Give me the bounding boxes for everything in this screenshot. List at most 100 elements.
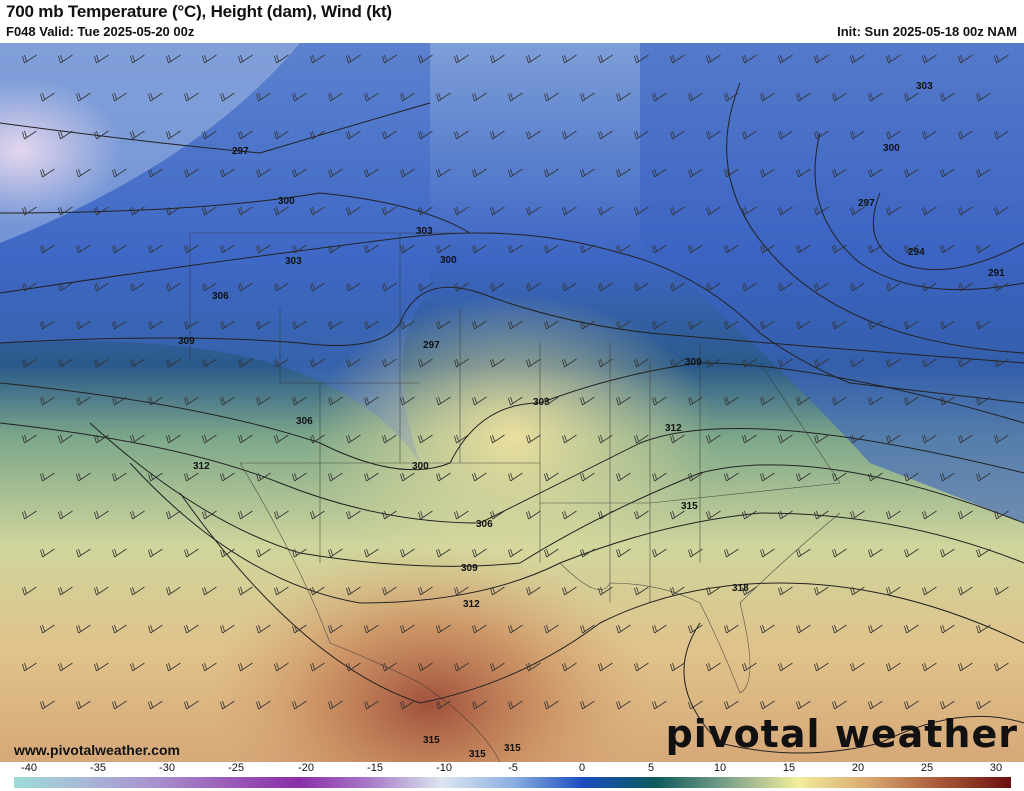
wind-barb — [994, 358, 1009, 368]
weather-map[interactable]: 297 300 303 303 300 306 309 297 300 303 … — [0, 43, 1024, 762]
wind-barb — [670, 510, 685, 520]
wind-barb — [148, 168, 163, 178]
wind-barb — [940, 624, 955, 634]
wind-barb — [616, 168, 631, 178]
wind-barb — [508, 320, 523, 330]
wind-barb — [706, 130, 721, 140]
wind-barb — [778, 434, 793, 444]
wind-barb — [850, 662, 865, 672]
wind-barb — [202, 510, 217, 520]
wind-barb — [670, 662, 685, 672]
wind-barb — [148, 396, 163, 406]
wind-barb — [40, 396, 55, 406]
wind-barb — [94, 130, 109, 140]
wind-barb — [184, 244, 199, 254]
wind-barb — [166, 282, 181, 292]
wind-barb — [634, 586, 649, 596]
wind-barb — [868, 396, 883, 406]
wind-barb — [688, 396, 703, 406]
wind-barb — [94, 54, 109, 64]
wind-barb — [616, 624, 631, 634]
wind-barb — [274, 662, 289, 672]
wind-barb — [652, 92, 667, 102]
website-url[interactable]: www.pivotalweather.com — [14, 742, 180, 758]
wind-barb — [508, 396, 523, 406]
wind-barb — [508, 472, 523, 482]
wind-barb — [976, 92, 991, 102]
wind-barb — [544, 320, 559, 330]
wind-barb — [58, 206, 73, 216]
contour-label: 300 — [278, 196, 295, 207]
contour-labels: 297 300 303 303 300 306 309 297 300 303 … — [178, 81, 1005, 760]
wind-barb — [148, 472, 163, 482]
wind-barb — [580, 168, 595, 178]
wind-barb — [904, 92, 919, 102]
wind-barb — [436, 168, 451, 178]
wind-barb — [364, 244, 379, 254]
temperature-colorbar — [14, 777, 1011, 788]
wind-barb — [724, 168, 739, 178]
wind-barb — [112, 624, 127, 634]
wind-barb — [256, 396, 271, 406]
contour-label: 303 — [533, 397, 550, 408]
wind-barb — [184, 548, 199, 558]
wind-barb — [922, 206, 937, 216]
wind-barb — [706, 586, 721, 596]
wind-barb — [508, 624, 523, 634]
wind-barb — [652, 168, 667, 178]
wind-barb — [904, 168, 919, 178]
height-contours — [0, 82, 1024, 754]
wind-barb — [472, 320, 487, 330]
wind-barb — [724, 92, 739, 102]
wind-barb — [598, 662, 613, 672]
wind-barb — [454, 358, 469, 368]
wind-barb — [184, 396, 199, 406]
map-title: 700 mb Temperature (°C), Height (dam), W… — [6, 2, 392, 21]
contour-label: 309 — [461, 563, 478, 574]
wind-barb — [814, 130, 829, 140]
wind-barb — [850, 130, 865, 140]
wind-barb — [94, 358, 109, 368]
wind-barb — [850, 358, 865, 368]
wind-barb — [40, 244, 55, 254]
wind-barb — [256, 92, 271, 102]
wind-barb — [148, 244, 163, 254]
wind-barb — [328, 700, 343, 710]
wind-barb — [850, 434, 865, 444]
wind-barb — [40, 548, 55, 558]
wind-barb — [652, 700, 667, 710]
wind-barb — [832, 548, 847, 558]
wind-barb — [688, 92, 703, 102]
wind-barb — [688, 472, 703, 482]
wind-barb — [940, 472, 955, 482]
contour-label: 315 — [504, 743, 521, 754]
wind-barb — [580, 624, 595, 634]
wind-barb — [526, 358, 541, 368]
colorbar-tick: -20 — [298, 762, 314, 774]
wind-barb — [202, 434, 217, 444]
wind-barb — [346, 662, 361, 672]
wind-barb — [292, 548, 307, 558]
wind-barb — [94, 282, 109, 292]
wind-barb — [778, 358, 793, 368]
wind-barb — [724, 548, 739, 558]
wind-barb — [22, 586, 37, 596]
wind-barb — [490, 130, 505, 140]
wind-barb — [292, 92, 307, 102]
wind-barb — [382, 282, 397, 292]
wind-barb — [778, 54, 793, 64]
wind-barb — [310, 130, 325, 140]
colorbar-tick: -30 — [159, 762, 175, 774]
wind-barb — [472, 700, 487, 710]
wind-barb — [616, 320, 631, 330]
wind-barb — [868, 472, 883, 482]
wind-barb — [382, 662, 397, 672]
wind-barb — [328, 92, 343, 102]
wind-barb — [976, 548, 991, 558]
wind-barb — [706, 510, 721, 520]
wind-barb — [886, 206, 901, 216]
wind-barb — [580, 396, 595, 406]
wind-barb — [400, 244, 415, 254]
colorbar-tick: 10 — [713, 762, 727, 774]
wind-barb — [472, 92, 487, 102]
